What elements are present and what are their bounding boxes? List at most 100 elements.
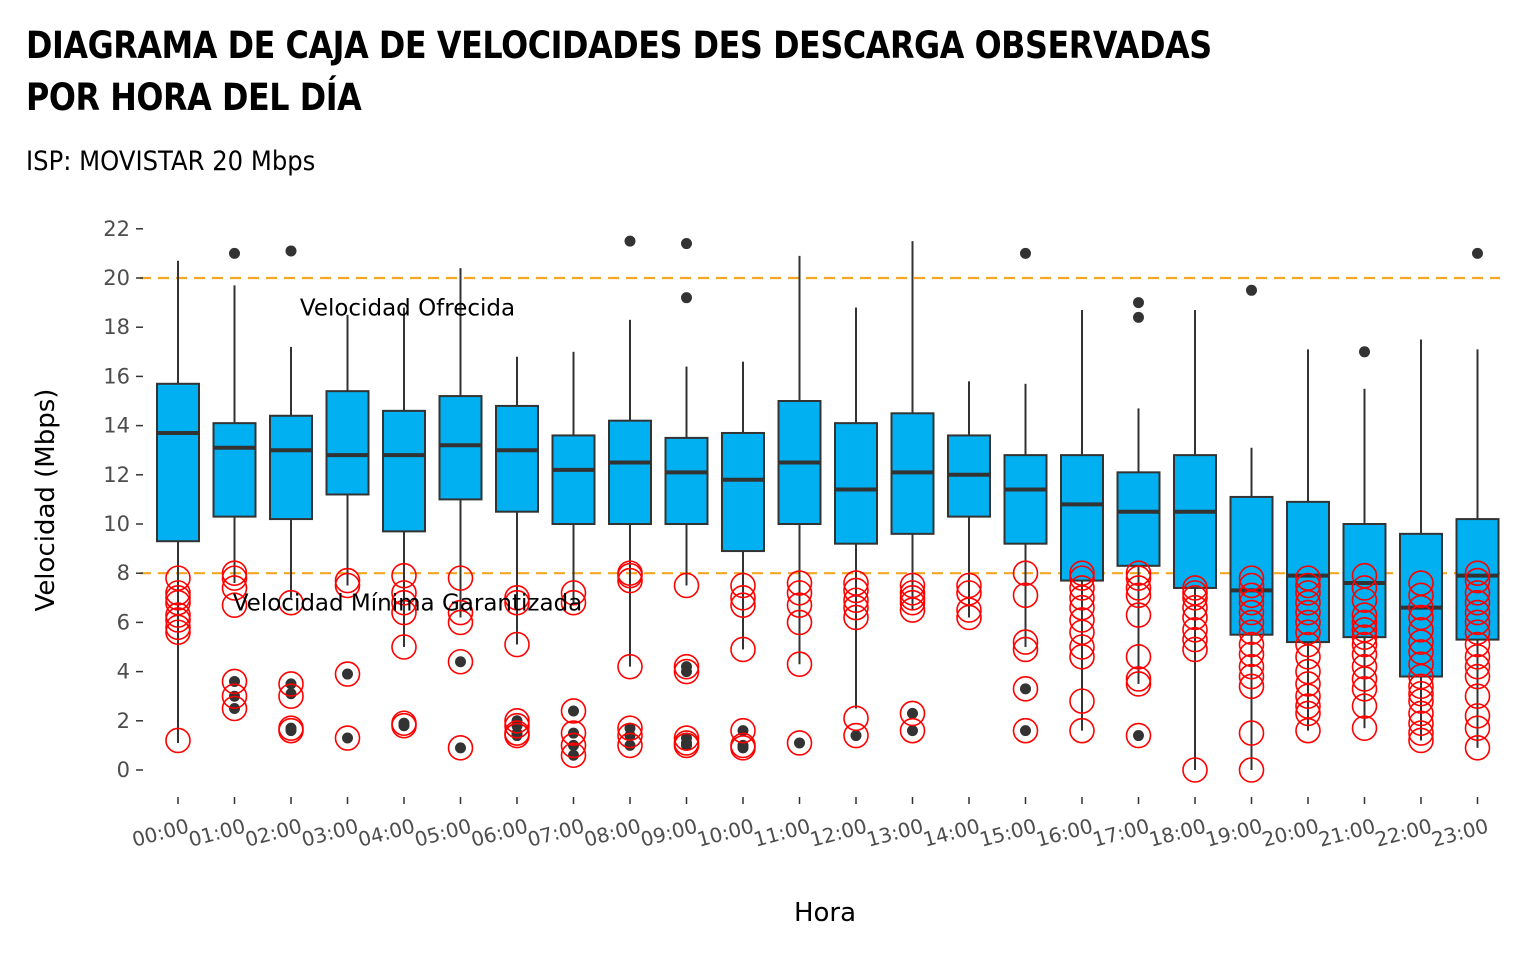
outlier-point (1359, 346, 1370, 358)
below-min-marker (1295, 580, 1321, 606)
chart-title-line-1: DIAGRAMA DE CAJA DE VELOCIDADES DES DESC… (26, 24, 1212, 67)
below-min-marker (1125, 722, 1152, 749)
below-min-marker (1238, 673, 1265, 700)
box-0600 (495, 356, 539, 645)
below-min-marker (1464, 715, 1491, 741)
below-min-marker (221, 560, 248, 587)
below-min-marker (391, 562, 417, 589)
chart-subtitle: ISP: MOVISTAR 20 Mbps (26, 146, 316, 177)
box-0000 (156, 260, 200, 743)
below-min-marker (447, 565, 474, 591)
below-min-marker (673, 653, 700, 680)
below-min-marker (1351, 562, 1378, 589)
outlier-point (1133, 311, 1144, 323)
box-iqr (1116, 471, 1161, 567)
x-tick-label: 14:00 (920, 814, 982, 852)
x-tick-label: 22:00 (1372, 814, 1434, 852)
below-min-marker (504, 720, 530, 746)
below-min-marker (447, 648, 474, 675)
below-min-marker (617, 722, 643, 749)
outlier-point (455, 742, 466, 754)
box-0400 (382, 307, 426, 647)
box-iqr (1455, 518, 1500, 641)
outlier-point (285, 725, 297, 737)
x-axis-title: Hora (794, 898, 856, 928)
below-min-marker (1408, 700, 1434, 727)
below-min-marker (1464, 653, 1491, 680)
below-min-marker (899, 572, 926, 599)
outlier-point (285, 688, 297, 700)
below-min-marker (899, 700, 926, 727)
below-min-marker (334, 567, 361, 594)
box-iqr (608, 419, 652, 525)
below-min-marker (786, 570, 813, 596)
below-min-marker (1238, 572, 1265, 599)
below-min-marker (1351, 575, 1378, 601)
below-min-marker (1464, 589, 1491, 616)
below-min-marker (165, 619, 191, 646)
below-min-marker (1295, 565, 1321, 591)
below-min-marker (1182, 594, 1208, 621)
box-1800 (1173, 309, 1217, 770)
below-min-marker (560, 732, 587, 759)
below-min-marker (1069, 717, 1095, 744)
box-1700 (1116, 408, 1161, 684)
below-min-marker (1012, 582, 1039, 609)
y-tick-label: 4 (117, 660, 130, 684)
box-iqr (664, 436, 709, 525)
below-min-marker (560, 720, 587, 746)
below-min-marker (1408, 616, 1434, 643)
below-min-marker (1295, 572, 1321, 599)
below-min-marker (221, 695, 248, 722)
outlier-point (681, 739, 692, 751)
below-min-marker (1351, 715, 1378, 741)
below-min-marker (447, 609, 474, 636)
below-min-marker (447, 599, 474, 626)
reference-lines (140, 276, 1500, 575)
y-tick-label: 6 (117, 610, 130, 634)
below-min-marker (1069, 634, 1095, 660)
below-min-marker (1351, 676, 1378, 702)
below-min-marker (1464, 735, 1491, 761)
below-min-marker (843, 604, 869, 631)
below-min-marker (1464, 560, 1491, 587)
y-tick-label: 16 (103, 364, 130, 388)
box-2000 (1286, 349, 1330, 731)
below-min-marker (1125, 575, 1152, 601)
below-min-marker (504, 631, 530, 658)
x-tick-label: 13:00 (864, 814, 926, 852)
outlier-point (794, 737, 805, 749)
y-tick-label: 12 (103, 463, 130, 487)
box-1100 (777, 255, 822, 665)
below-min-marker (843, 587, 869, 614)
below-min-marker (1295, 671, 1321, 697)
below-min-marker (730, 572, 756, 599)
y-axis: 0 2 4 6 8 10 12 14 16 18 20 22 (103, 217, 143, 782)
box-iqr (1060, 454, 1104, 582)
below-min-marker (504, 707, 530, 734)
below-min-marker (1182, 626, 1208, 653)
x-tick-label: 12:00 (807, 814, 869, 852)
below-min-marker (221, 683, 248, 710)
box-1000 (721, 361, 765, 650)
y-tick-label: 14 (103, 414, 130, 438)
box-0500 (438, 268, 483, 618)
x-tick-label: 04:00 (355, 814, 417, 852)
below-min-marker (391, 710, 417, 737)
x-tick-label: 17:00 (1090, 814, 1152, 852)
outlier-point (681, 292, 692, 304)
outlier-point (568, 749, 579, 761)
x-tick-label: 07:00 (525, 814, 587, 852)
annotations: Velocidad Ofrecida Velocidad Mínima Gara… (233, 296, 583, 617)
box-0100 (212, 285, 257, 584)
below-min-marker (1351, 653, 1378, 680)
below-min-marker (1351, 616, 1378, 643)
outlier-point (1020, 247, 1031, 259)
box-iqr (212, 422, 257, 518)
x-tick-label: 10:00 (694, 814, 756, 852)
outlier-point (568, 705, 579, 717)
below-min-marker (1238, 631, 1265, 658)
below-min-marker (899, 580, 926, 606)
below-min-marker (221, 565, 248, 591)
outlier-point (1472, 247, 1483, 259)
